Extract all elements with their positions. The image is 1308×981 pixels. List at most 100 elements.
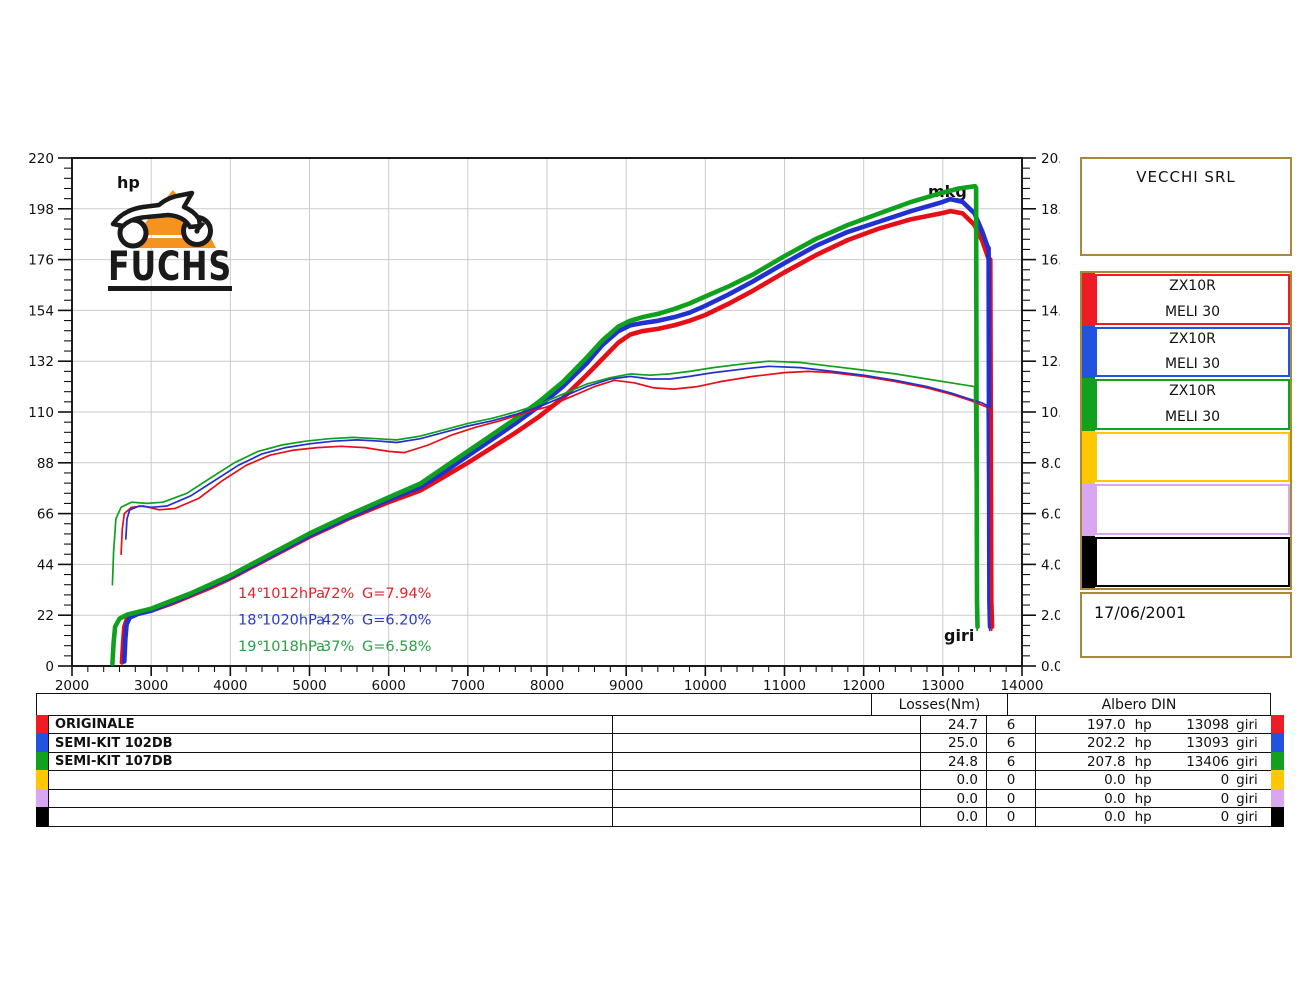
hp-unit: hp [1134,753,1152,770]
legend-frame: ZX10R MELI 30 [1095,326,1290,377]
peak-hp-value: 207.8 [1086,753,1126,770]
giri-unit: giri [1236,753,1258,770]
annotation-pressure: 1012hPa [262,586,325,602]
curve-semi-kit-102db-torque [124,365,991,632]
x-tick-label: 6000 [371,678,405,694]
table-row-3: SEMI-KIT 107DB 24.8 6 207.8 hp 13406 giri [36,751,1284,772]
legend-frame [1095,536,1290,587]
legend-item-2: ZX10R MELI 30 [1082,325,1290,378]
albero-din-cell: 0.0 hp 0 giri [1035,807,1271,827]
fuchs-logo: FUCHS [108,190,232,291]
legend-frame [1095,484,1290,535]
empty-cell [612,770,920,790]
y-left-tick-label: 0 [45,659,54,675]
run-label [48,807,612,827]
x-tick-label: 8000 [530,678,564,694]
giri-unit: giri [1236,809,1258,825]
y-left-tick-label: 110 [28,405,54,421]
results-table-body: ORIGINALE 24.7 6 197.0 hp 13098 giri SEMI-KIT 1… [36,714,1284,827]
y-right-tick-label: 0.0 [1041,659,1060,675]
dyno-curves [110,183,995,667]
x-tick-label: 13000 [921,678,964,694]
row-color-swatch [36,733,48,753]
x-tick-label: 10000 [684,678,727,694]
empty-cell [612,807,920,827]
hp-unit: hp [1134,716,1152,733]
annotation-temp: 18° [238,613,264,629]
loss-count-value: 6 [986,751,1035,772]
albero-din-cell: 0.0 hp 0 giri [1035,788,1271,809]
row-color-swatch-right [1271,770,1284,790]
y-left-tick-label: 22 [37,608,54,624]
peak-hp-value: 0.0 [1104,790,1126,807]
test-date: 17/06/2001 [1094,603,1187,622]
loss-nm-value: 24.7 [920,714,986,735]
header-albero-din: Albero DIN [1007,693,1271,716]
row-color-swatch-right [1271,733,1284,753]
albero-din-cell: 207.8 hp 13406 giri [1035,751,1271,772]
annotation-humidity: 37% [322,639,354,655]
y-right-tick-label: 6.0 [1041,507,1060,523]
legend-operator: MELI 30 [1164,303,1221,320]
y-right-tick-label: 14.0 [1041,303,1060,319]
hp-unit: hp [1134,809,1152,825]
row-color-swatch [36,770,48,790]
run-label [48,788,612,809]
legend-color-swatch [1082,430,1095,483]
y-right-tick-label: 8.0 [1041,456,1060,472]
empty-cell [612,714,920,735]
header-losses: Losses(Nm) [871,693,1007,716]
x-tick-label: 9000 [609,678,643,694]
y-left-tick-label: 88 [37,456,54,472]
annotation-humidity: 72% [322,586,354,602]
x-tick-label: 2000 [55,678,89,694]
loss-nm-value: 0.0 [920,788,986,809]
x-axis-title: giri [944,626,974,645]
results-table-header: Losses(Nm) Albero DIN [36,693,1284,716]
header-empty-cell [36,693,871,716]
legend-color-swatch [1082,535,1095,588]
legend-frame: ZX10R MELI 30 [1095,274,1290,325]
hp-unit: hp [1134,790,1152,807]
row-color-swatch-right [1271,714,1284,735]
x-tick-label: 14000 [1001,678,1044,694]
annotation-gear-ratio: G=7.94% [362,586,431,602]
peak-hp-value: 0.0 [1104,809,1126,825]
dyno-chart: 2000 3000 4000 5000 6000 7000 8000 9000 10000 110… [28,151,1060,694]
y-right-tick-label: 16.0 [1041,253,1060,269]
y-left-tick-label: 198 [28,202,54,218]
legend-item-6 [1082,535,1290,588]
empty-cell [612,751,920,772]
legend-frame: ZX10R MELI 30 [1095,379,1290,430]
legend-item-1: ZX10R MELI 30 [1082,273,1290,326]
annotation-gear-ratio: G=6.58% [362,639,431,655]
x-tick-label: 3000 [134,678,168,694]
x-tick-label: 12000 [842,678,885,694]
hp-unit: hp [1134,772,1152,788]
y-right-tick-label: 4.0 [1041,557,1060,573]
row-color-swatch [36,807,48,827]
date-box: 17/06/2001 [1080,592,1292,658]
y-right-tick-label: 18.0 [1041,202,1060,218]
y-left-tick-label: 132 [28,354,54,370]
run-label: SEMI-KIT 102DB [48,733,612,753]
legend-model: ZX10R [1169,278,1216,294]
loss-count-value: 6 [986,733,1035,753]
legend-model: ZX10R [1169,383,1216,399]
company-name: VECCHI SRL [1136,168,1236,186]
peak-hp-value: 202.2 [1086,735,1126,751]
table-row-1: ORIGINALE 24.7 6 197.0 hp 13098 giri [36,714,1284,735]
peak-rpm-value: 13093 [1186,735,1230,751]
peak-rpm-value: 0 [1220,772,1230,788]
gridlines [72,158,1022,666]
loss-count-value: 6 [986,714,1035,735]
loss-nm-value: 0.0 [920,770,986,790]
axis-ticks [58,157,1036,676]
logo-wordmark: FUCHS [108,244,232,290]
peak-rpm-value: 0 [1220,790,1230,807]
annotation-humidity: 42% [322,613,354,629]
